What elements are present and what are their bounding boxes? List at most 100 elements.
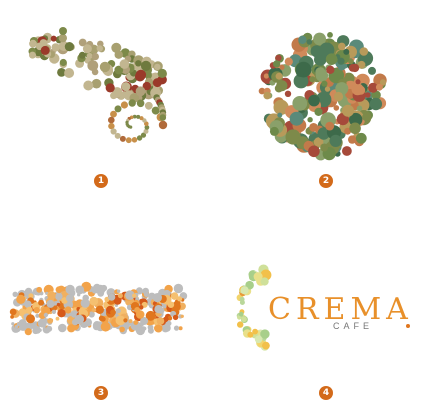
- tail-dot: [136, 99, 145, 108]
- band-dot: [75, 285, 85, 295]
- tail-dot: [159, 114, 167, 121]
- band-dot: [115, 315, 126, 326]
- band-dot: [178, 326, 183, 331]
- body-dot: [96, 45, 104, 52]
- band-dot: [38, 299, 45, 306]
- band-dot: [142, 287, 149, 295]
- body-dot: [135, 60, 142, 67]
- band-dot: [175, 305, 181, 311]
- band-dot: [16, 322, 21, 327]
- circle-dot: [292, 96, 308, 111]
- band-dot: [113, 297, 122, 305]
- circle-dot: [356, 85, 366, 95]
- band-dot: [123, 318, 128, 323]
- tail-dot: [108, 116, 115, 124]
- band-dot: [35, 313, 40, 318]
- circle-dot: [333, 105, 340, 111]
- crescent-dot: [260, 329, 270, 339]
- band-dot: [51, 309, 57, 314]
- band-dot: [37, 318, 47, 328]
- band-dot: [166, 320, 172, 326]
- circle-dot: [338, 42, 346, 51]
- band-dot: [56, 302, 61, 307]
- circle-dot: [309, 123, 318, 132]
- band-dot: [170, 292, 179, 300]
- circle-dot: [273, 99, 289, 115]
- band-dot: [142, 326, 147, 331]
- band-dot: [150, 321, 155, 325]
- band-dot: [57, 309, 66, 318]
- tail-dot: [110, 128, 117, 135]
- circle-dot: [349, 112, 363, 127]
- panel-number-badge-3: 3: [94, 386, 108, 400]
- circle-dot: [308, 145, 320, 158]
- circle-dot: [275, 72, 283, 80]
- tail-dot: [125, 137, 132, 144]
- band-dot: [28, 293, 34, 299]
- band-dot: [108, 293, 116, 301]
- band-dot: [38, 328, 42, 332]
- logo-accent-dot: [406, 324, 410, 328]
- crescent-dot: [252, 328, 258, 335]
- band-dot: [173, 325, 180, 331]
- body-dot: [105, 83, 115, 93]
- circle-dot: [320, 143, 329, 152]
- band-dot: [167, 285, 173, 291]
- crescent-dot: [238, 311, 244, 317]
- band-dot: [91, 307, 97, 313]
- circle-dot: [357, 60, 366, 69]
- body-dot: [78, 51, 86, 59]
- band-dot: [19, 323, 27, 331]
- tail-dot: [144, 101, 153, 110]
- circle-dot: [368, 82, 378, 93]
- band-dot: [65, 294, 74, 303]
- circle-dot: [284, 57, 293, 66]
- circle-dot: [274, 84, 283, 93]
- circle-dot: [277, 112, 283, 118]
- crescent-dot: [247, 331, 254, 338]
- circle-dot: [336, 71, 345, 80]
- circle-dot: [317, 127, 330, 140]
- band-dot: [98, 315, 105, 322]
- circle-dot: [269, 126, 279, 136]
- body-dot: [91, 53, 99, 61]
- band-dot: [133, 320, 139, 325]
- band-dot: [90, 313, 94, 318]
- band-dot: [58, 323, 67, 333]
- circle-dot: [349, 122, 361, 135]
- body-dot: [114, 65, 124, 75]
- band-dot: [132, 293, 137, 298]
- band-dot: [117, 293, 123, 299]
- body-dot: [58, 33, 67, 43]
- circle-dot: [306, 39, 313, 45]
- band-dot: [26, 306, 33, 314]
- body-dot: [91, 78, 102, 89]
- circle-dot: [368, 66, 376, 75]
- circle-dot: [258, 87, 266, 95]
- body-dot: [119, 59, 130, 69]
- body-dot: [86, 52, 93, 59]
- circle-dot: [359, 47, 369, 56]
- band-dot: [145, 310, 156, 321]
- body-dot: [83, 80, 94, 91]
- band-dot: [11, 322, 15, 326]
- circle-dot: [263, 91, 272, 100]
- band-dot: [36, 286, 43, 293]
- circle-dot: [369, 97, 383, 111]
- circle-dot: [325, 121, 335, 131]
- circle-dot: [337, 57, 345, 65]
- tail-dot: [140, 132, 147, 138]
- crescent-dot: [262, 341, 270, 350]
- circle-dot: [365, 92, 371, 98]
- band-dot: [64, 306, 72, 314]
- body-dot: [59, 58, 67, 67]
- band-dot: [80, 298, 90, 308]
- band-dot: [27, 315, 35, 323]
- tail-dot: [108, 122, 115, 130]
- band-dot: [100, 284, 108, 292]
- band-dot: [135, 310, 145, 319]
- crescent-dot: [240, 286, 249, 295]
- band-dot: [67, 324, 76, 333]
- band-dot: [140, 317, 149, 325]
